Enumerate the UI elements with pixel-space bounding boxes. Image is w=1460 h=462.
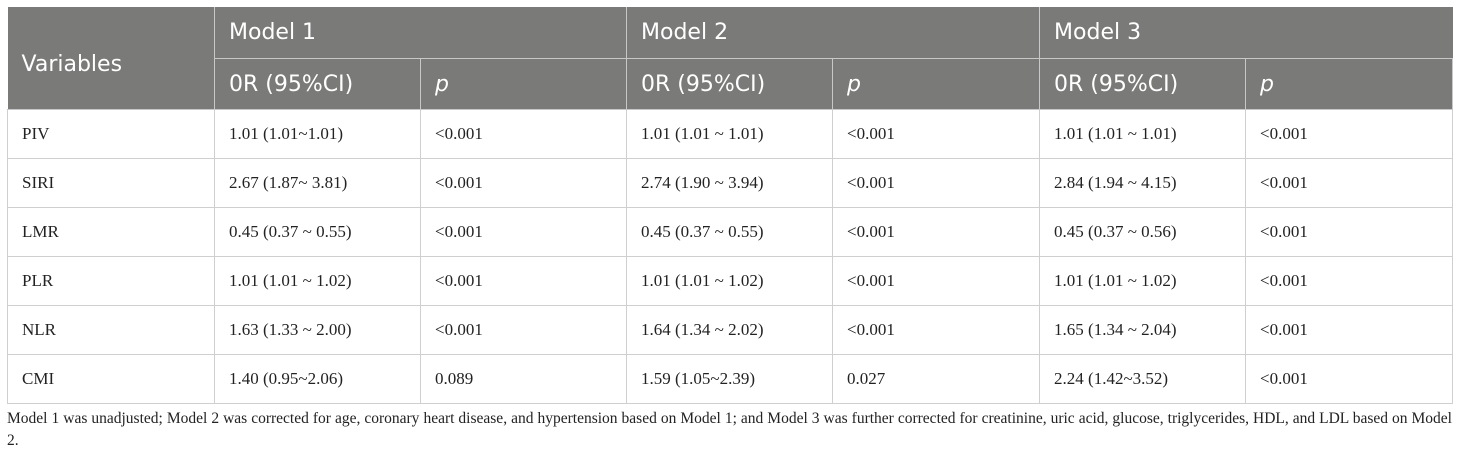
- variable-cell: SIRI: [7, 158, 215, 208]
- model-3-p-cell: <0.001: [1245, 256, 1454, 306]
- model-1-p-cell: 0.089: [419, 354, 628, 404]
- variables-header: Variables: [7, 7, 215, 110]
- results-table: Variables Model 1 Model 2 Model 3 0R (95…: [7, 7, 1454, 404]
- table-row: PIV 1.01 (1.01~1.01) <0.001 1.01 (1.01 ~…: [7, 109, 1454, 159]
- model-3-or-cell: 2.84 (1.94 ~ 4.15): [1039, 158, 1247, 208]
- model-2-p-cell: <0.001: [832, 305, 1041, 355]
- model-2-or-cell: 1.01 (1.01 ~ 1.02): [626, 256, 834, 306]
- model-1-or-cell: 2.67 (1.87~ 3.81): [214, 158, 421, 208]
- model-2-or-cell: 2.74 (1.90 ~ 3.94): [626, 158, 834, 208]
- model-3-or-cell: 1.65 (1.34 ~ 2.04): [1039, 305, 1247, 355]
- variable-cell: LMR: [7, 207, 215, 257]
- table-footnote: Model 1 was unadjusted; Model 2 was corr…: [7, 410, 1452, 449]
- table-row: SIRI 2.67 (1.87~ 3.81) <0.001 2.74 (1.90…: [7, 158, 1454, 208]
- model-1-or-cell: 1.01 (1.01 ~ 1.02): [214, 256, 421, 306]
- results-table-container: Variables Model 1 Model 2 Model 3 0R (95…: [7, 7, 1454, 404]
- model-1-or-header: 0R (95%CI): [214, 58, 421, 110]
- model-2-or-cell: 1.64 (1.34 ~ 2.02): [626, 305, 834, 355]
- model-1-or-cell: 0.45 (0.37 ~ 0.55): [214, 207, 421, 257]
- model-2-p-cell: <0.001: [832, 256, 1041, 306]
- model-3-or-cell: 1.01 (1.01 ~ 1.02): [1039, 256, 1247, 306]
- model-3-p-cell: <0.001: [1245, 158, 1454, 208]
- header-row-models: Variables Model 1 Model 2 Model 3: [7, 7, 1453, 110]
- model-3-or-cell: 2.24 (1.42~3.52): [1039, 354, 1247, 404]
- model-3-p-cell: <0.001: [1245, 305, 1454, 355]
- model-3-p-cell: <0.001: [1245, 207, 1454, 257]
- model-3-header: Model 3: [1039, 7, 1453, 59]
- model-3-or-cell: 0.45 (0.37 ~ 0.56): [1039, 207, 1247, 257]
- model-2-or-cell: 0.45 (0.37 ~ 0.55): [626, 207, 834, 257]
- table-row: CMI 1.40 (0.95~2.06) 0.089 1.59 (1.05~2.…: [7, 354, 1454, 404]
- variable-cell: PLR: [7, 256, 215, 306]
- model-2-or-cell: 1.01 (1.01 ~ 1.01): [626, 109, 834, 159]
- model-2-p-cell: <0.001: [832, 109, 1041, 159]
- variable-cell: PIV: [7, 109, 215, 159]
- header-row-stats: 0R (95%CI) p 0R (95%CI) p 0R (95%CI) p: [8, 58, 1454, 110]
- model-2-p-header: p: [832, 58, 1041, 110]
- variable-cell: NLR: [7, 305, 215, 355]
- model-1-p-cell: <0.001: [419, 158, 628, 208]
- table-row: PLR 1.01 (1.01 ~ 1.02) <0.001 1.01 (1.01…: [7, 256, 1454, 306]
- model-2-p-cell: <0.001: [832, 158, 1041, 208]
- variable-cell: CMI: [7, 354, 215, 404]
- model-1-p-cell: <0.001: [419, 305, 628, 355]
- model-1-p-header: p: [419, 58, 628, 110]
- model-2-header: Model 2: [626, 7, 1040, 59]
- table-row: NLR 1.63 (1.33 ~ 2.00) <0.001 1.64 (1.34…: [7, 305, 1454, 355]
- model-3-or-cell: 1.01 (1.01 ~ 1.01): [1039, 109, 1247, 159]
- model-2-p-cell: <0.001: [832, 207, 1041, 257]
- model-2-or-header: 0R (95%CI): [626, 58, 834, 110]
- model-1-p-cell: <0.001: [419, 256, 628, 306]
- model-1-p-cell: <0.001: [419, 207, 628, 257]
- model-2-p-cell: 0.027: [832, 354, 1041, 404]
- table-row: LMR 0.45 (0.37 ~ 0.55) <0.001 0.45 (0.37…: [7, 207, 1454, 257]
- model-3-p-cell: <0.001: [1245, 354, 1454, 404]
- table-body: PIV 1.01 (1.01~1.01) <0.001 1.01 (1.01 ~…: [7, 109, 1454, 404]
- table-header: Variables Model 1 Model 2 Model 3 0R (95…: [7, 7, 1454, 110]
- model-2-or-cell: 1.59 (1.05~2.39): [626, 354, 834, 404]
- model-3-or-header: 0R (95%CI): [1039, 58, 1247, 110]
- model-1-or-cell: 1.40 (0.95~2.06): [214, 354, 421, 404]
- model-1-or-cell: 1.63 (1.33 ~ 2.00): [214, 305, 421, 355]
- model-1-or-cell: 1.01 (1.01~1.01): [214, 109, 421, 159]
- model-1-p-cell: <0.001: [419, 109, 628, 159]
- model-1-header: Model 1: [213, 7, 627, 59]
- model-3-p-header: p: [1245, 58, 1454, 110]
- model-3-p-cell: <0.001: [1245, 109, 1454, 159]
